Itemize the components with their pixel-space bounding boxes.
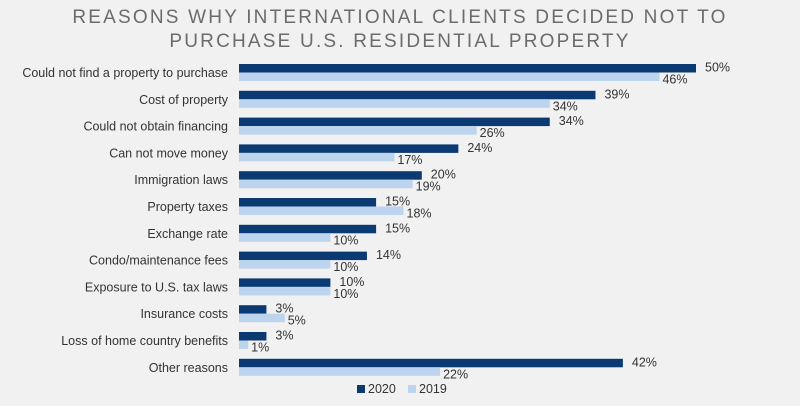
bar-2020 (239, 305, 267, 314)
category-label: Can not move money (109, 146, 229, 160)
legend-label-2020: 2020 (368, 382, 396, 396)
bar-2019 (239, 260, 331, 269)
bar-2020 (239, 171, 422, 180)
data-label-2019: 26% (480, 126, 505, 140)
data-label-2019: 46% (662, 73, 687, 87)
category-label: Property taxes (147, 200, 228, 214)
bar-2020 (239, 90, 596, 100)
category-label: Exchange rate (147, 227, 228, 241)
bar-2019 (239, 367, 441, 376)
data-label-2019: 18% (407, 207, 432, 221)
data-label-2020: 50% (705, 61, 730, 75)
bar-2020 (239, 117, 550, 127)
category-label: Could not find a property to purchase (22, 66, 228, 80)
bar-2019 (239, 179, 413, 189)
category-label: Loss of home country benefits (61, 334, 228, 348)
bar-2020 (239, 64, 696, 73)
category-label: Insurance costs (140, 307, 228, 321)
bar-2020 (239, 251, 367, 261)
data-label-2020: 34% (559, 114, 584, 128)
data-label-2019: 5% (288, 314, 306, 328)
bar-2019 (239, 152, 395, 162)
category-label: Exposure to U.S. tax laws (85, 280, 228, 294)
data-label-2020: 3% (275, 302, 293, 316)
data-label-2020: 15% (385, 195, 410, 209)
bar-2019 (239, 286, 331, 296)
data-label-2019: 22% (443, 367, 468, 381)
data-label-2020: 14% (376, 248, 401, 262)
bar-2019 (239, 126, 477, 135)
data-label-2020: 10% (339, 275, 364, 289)
bar-2020 (239, 198, 377, 207)
bar-2019 (239, 233, 331, 242)
data-label-2020: 39% (604, 87, 629, 101)
bar-2020 (239, 224, 377, 234)
bar-2020 (239, 278, 331, 287)
category-label: Condo/maintenance fees (89, 254, 228, 268)
category-label: Other reasons (149, 361, 228, 375)
data-label-2019: 1% (251, 341, 269, 355)
data-label-2020: 24% (467, 141, 492, 155)
bar-2020 (239, 332, 267, 341)
category-label: Immigration laws (134, 173, 228, 187)
chart-title-line-1: REASONS WHY INTERNATIONAL CLIENTS DECIDE… (72, 7, 728, 28)
data-label-2019: 10% (333, 260, 358, 274)
bar-2019 (239, 313, 285, 323)
bar-2020 (239, 144, 459, 153)
bar-2019 (239, 99, 550, 108)
chart-title: REASONS WHY INTERNATIONAL CLIENTS DECIDE… (0, 6, 800, 54)
category-label: Could not obtain financing (83, 120, 228, 134)
legend-swatch-2020 (357, 385, 365, 393)
category-label: Cost of property (139, 93, 229, 107)
legend-label-2019: 2019 (419, 382, 447, 396)
data-label-2020: 42% (632, 355, 657, 369)
bar-2019 (239, 206, 404, 215)
data-label-2019: 10% (333, 233, 358, 247)
data-label-2020: 3% (275, 329, 293, 343)
data-label-2019: 19% (416, 180, 441, 194)
legend-swatch-2019 (408, 385, 416, 393)
data-label-2019: 34% (553, 99, 578, 113)
data-label-2019: 10% (333, 287, 358, 301)
data-label-2020: 20% (431, 168, 456, 182)
bar-2019 (239, 72, 660, 81)
data-label-2019: 17% (397, 153, 422, 167)
bar-2019 (239, 340, 249, 349)
chart-title-line-2: PURCHASE U.S. RESIDENTIAL PROPERTY (169, 31, 631, 52)
bar-2020 (239, 358, 623, 368)
data-label-2020: 15% (385, 221, 410, 235)
